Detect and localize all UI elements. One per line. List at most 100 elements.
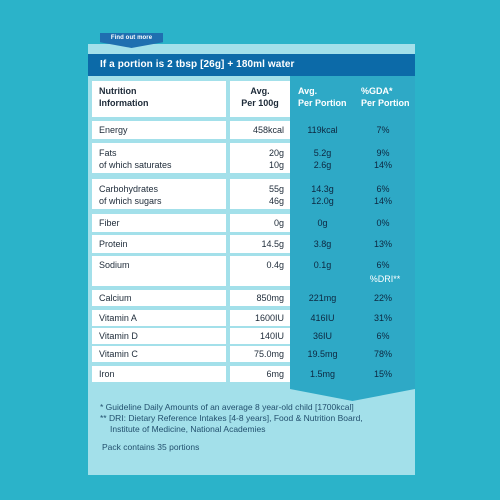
dri-value: 22% — [355, 290, 411, 306]
dri-portion-text: 1.5mg — [309, 369, 335, 379]
row-portion-text: 12.0g — [311, 196, 334, 206]
row-gda-text: 6% — [376, 184, 390, 194]
row-label-text: of which sugars — [99, 196, 162, 206]
dri-portion: 416IU — [292, 310, 353, 326]
row-gda-text: 9% — [376, 148, 390, 158]
row-label-text: Protein — [99, 239, 128, 249]
header-gda: %GDA* Per Portion — [355, 81, 411, 117]
dri-portion-text: 36IU — [312, 331, 332, 341]
dri-portion: 1.5mg — [292, 366, 353, 382]
pack-portions-note: Pack contains 35 portions — [102, 442, 200, 452]
row-per100: 20g 10g — [230, 143, 290, 173]
gda-column-bg — [355, 76, 415, 389]
dri-label-text: Vitamin A — [99, 313, 137, 323]
dri-value-text: 78% — [373, 349, 392, 359]
table-row: Energy 458kcal 119kcal 7% — [92, 121, 411, 139]
row-per100-text: 14.5g — [261, 239, 284, 249]
header-per100: Avg. Per 100g — [230, 81, 290, 117]
row-per100-text: 0.4g — [266, 260, 284, 270]
dri-per100-text: 6mg — [266, 369, 284, 379]
row-per100-text: 46g — [268, 196, 284, 206]
row-per100: 0g — [230, 214, 290, 232]
dri-row: Vitamin C 75.0mg 19.5mg 78% — [92, 346, 411, 362]
dri-per100-text: 140IU — [259, 331, 284, 341]
row-gda-text: 14% — [373, 196, 392, 206]
header-label-text: Information — [99, 98, 149, 108]
dri-value: 15% — [355, 366, 411, 382]
row-gda-text: 0% — [376, 218, 390, 228]
dri-per100: 140IU — [230, 328, 290, 344]
header-per100-text: Avg. — [250, 86, 270, 96]
dri-label: Vitamin C — [92, 346, 226, 362]
header-per100-text: Per 100g — [241, 98, 279, 108]
dri-label-text: Vitamin C — [99, 349, 138, 359]
gda-footnote: * Guideline Daily Amounts of an average … — [100, 402, 354, 412]
portion-header: If a portion is 2 tbsp [26g] + 180ml wat… — [88, 54, 415, 76]
dri-row: Calcium 850mg 221mg 22% — [92, 290, 411, 306]
dri-per100: 75.0mg — [230, 346, 290, 362]
footer-notes: * Guideline Daily Amounts of an average … — [100, 402, 410, 453]
spacer-row — [92, 272, 411, 286]
dri-per100-text: 850mg — [256, 293, 284, 303]
row-per100: 14.5g — [230, 235, 290, 253]
dri-portion-text: 221mg — [308, 293, 337, 303]
row-portion-text: 3.8g — [313, 239, 332, 249]
find-out-more-tab[interactable]: Find out more — [100, 33, 163, 48]
row-per100: 458kcal — [230, 121, 290, 139]
row-gda: 6% — [355, 256, 411, 274]
row-portion-text: 14.3g — [311, 184, 334, 194]
dri-row: Vitamin A 1600IU 416IU 31% — [92, 310, 411, 326]
dri-label: Vitamin D — [92, 328, 226, 344]
row-label: Protein — [92, 235, 226, 253]
row-gda-text: 14% — [373, 160, 392, 170]
row-label: Carbohydrates of which sugars — [92, 179, 226, 209]
dri-label: Iron — [92, 366, 226, 382]
row-portion: 119kcal — [292, 121, 353, 139]
table-header-row: Nutrition Information Avg. Per 100g Avg. Per … — [92, 81, 411, 117]
row-portion-text: 119kcal — [307, 125, 338, 135]
dri-row: Iron 6mg 1.5mg 15% — [92, 366, 411, 382]
dri-portion: 36IU — [292, 328, 353, 344]
row-portion-text: 5.2g — [313, 148, 332, 158]
spacer-label — [92, 272, 226, 286]
dri-value-text: 31% — [373, 313, 392, 323]
dri-per100: 850mg — [230, 290, 290, 306]
dri-header: %DRI** — [369, 274, 401, 284]
table-row: Sodium 0.4g 0.1g 6% — [92, 256, 411, 274]
dri-portion-text: 416IU — [310, 313, 335, 323]
row-gda: 6% 14% — [355, 179, 411, 209]
dri-per100: 1600IU — [230, 310, 290, 326]
dri-portion: 19.5mg — [292, 346, 353, 362]
row-portion: 14.3g 12.0g — [292, 179, 353, 209]
table-row: Carbohydrates of which sugars 55g 46g 14.3g 1… — [92, 179, 411, 209]
row-label-text: Energy — [99, 125, 128, 135]
row-per100-text: 10g — [268, 160, 284, 170]
table-row: Fats of which saturates 20g 10g 5.2g 2.6g 9% 14… — [92, 143, 411, 173]
header-portion-text: Avg. — [298, 86, 318, 96]
row-per100-text: 458kcal — [252, 125, 284, 135]
header-gda-text: Per Portion — [361, 98, 410, 108]
dri-per100-text: 75.0mg — [253, 349, 284, 359]
dri-portion-text: 19.5mg — [307, 349, 338, 359]
row-portion-text: 0g — [317, 218, 328, 228]
dri-footnote-line2: Institute of Medicine, National Academie… — [110, 424, 266, 434]
dri-label-text: Vitamin D — [99, 331, 138, 341]
row-label-text: Sodium — [99, 260, 130, 270]
row-label: Sodium — [92, 256, 226, 274]
dri-value: 6% — [355, 328, 411, 344]
header-gda-text: %GDA* — [361, 86, 393, 96]
row-label-text: Carbohydrates — [99, 184, 159, 194]
dri-value: 31% — [355, 310, 411, 326]
row-label-text: Fats — [99, 148, 117, 158]
dri-label: Vitamin A — [92, 310, 226, 326]
row-gda: 9% 14% — [355, 143, 411, 173]
row-gda-text: 13% — [373, 239, 392, 249]
header-label-text: Nutrition — [99, 86, 137, 96]
row-portion-text: 0.1g — [313, 260, 332, 270]
dri-footnote-line1: ** DRI: Dietary Reference Intakes [4-8 y… — [100, 413, 363, 423]
row-label: Fats of which saturates — [92, 143, 226, 173]
row-portion: 3.8g — [292, 235, 353, 253]
row-gda-text: 7% — [376, 125, 390, 135]
dri-value-text: 15% — [373, 369, 392, 379]
row-portion: 0g — [292, 214, 353, 232]
